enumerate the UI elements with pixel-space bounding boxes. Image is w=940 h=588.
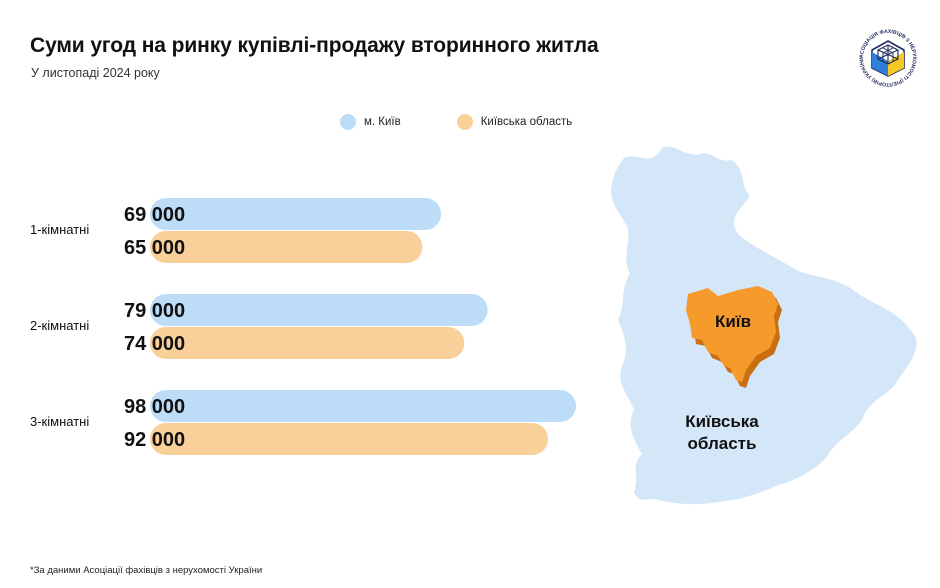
bar-value-label: 69 000 [124, 204, 185, 226]
region-label-line1: Київська [685, 412, 759, 431]
bar [150, 294, 488, 326]
category-label: 1-кімнатні [30, 222, 89, 237]
bar-value-label: 74 000 [124, 333, 185, 355]
legend-label-kyiv: м. Київ [364, 116, 401, 128]
legend: м. Київ Київська область [340, 114, 572, 130]
bar [150, 390, 576, 422]
chart-subtitle: У листопаді 2024 року [31, 66, 160, 80]
bar-chart: 1-кімнатні 69 000 65 000 2-кімнатні 79 000 74… [30, 198, 576, 455]
category-label: 2-кімнатні [30, 318, 89, 333]
bar-value-label: 98 000 [124, 396, 185, 418]
bar [150, 423, 549, 455]
city-label: Київ [715, 312, 751, 331]
association-logo-icon: АСОЦІАЦІЯ ФАХІВЦІВ З НЕРУХОМОСТІ (РІЕЛТО… [856, 26, 917, 87]
bar-value-label: 92 000 [124, 429, 185, 451]
legend-item-kyiv: м. Київ [340, 114, 401, 130]
bar-value-label: 79 000 [124, 300, 185, 322]
bar [150, 231, 423, 263]
bar-value-label: 65 000 [124, 237, 185, 259]
footnote: *За даними Асоціації фахівців з нерухомо… [30, 565, 263, 576]
bar [150, 198, 442, 230]
bar [150, 327, 465, 359]
kyiv-city-shape [686, 286, 778, 382]
kyiv-region-map: Київ Київська область [611, 146, 917, 505]
legend-swatch-region [456, 114, 473, 130]
legend-label-region: Київська область [480, 116, 573, 128]
category-label: 3-кімнатні [30, 414, 89, 429]
legend-swatch-kyiv [340, 114, 356, 130]
chart-title: Суми угод на ринку купівлі-продажу втори… [30, 34, 599, 57]
legend-item-region: Київська область [456, 114, 573, 130]
region-label-line2: область [688, 434, 757, 453]
